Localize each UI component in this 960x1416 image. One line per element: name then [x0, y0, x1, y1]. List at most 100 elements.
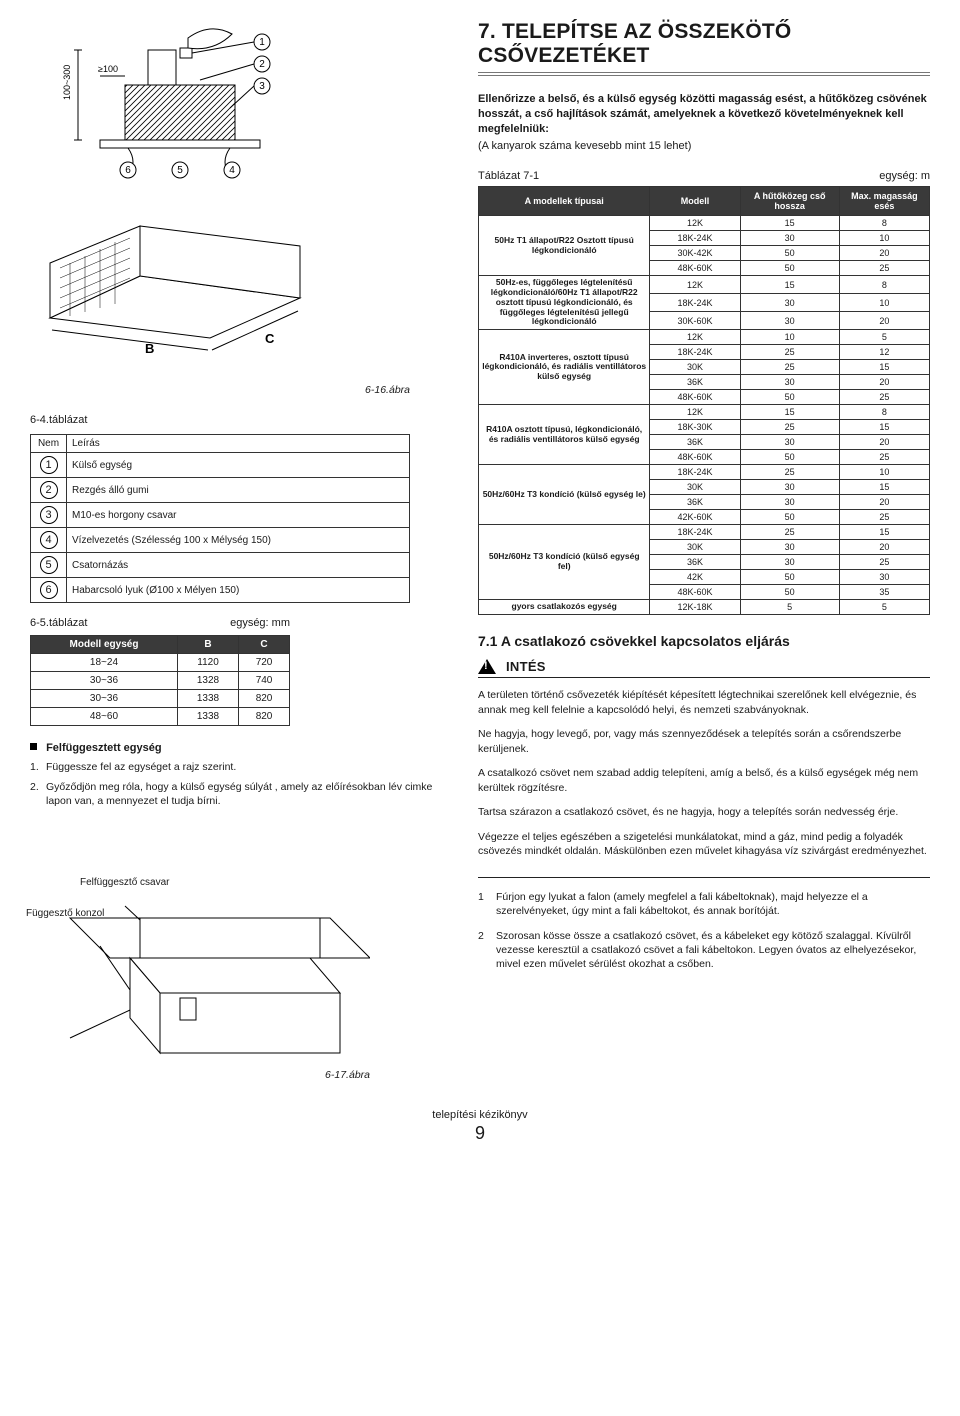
row-desc: Csatornázás	[67, 553, 410, 578]
step-1: 1Fúrjon egy lyukat a falon (amely megfel…	[478, 890, 930, 919]
tbl71-cell: 12K	[650, 276, 740, 294]
cell: 820	[239, 690, 290, 708]
tbl71-cell: 15	[839, 360, 929, 375]
tbl71-cell: 18K-24K	[650, 231, 740, 246]
tbl71-cell: 30	[740, 555, 839, 570]
tbl71-cell: 25	[839, 390, 929, 405]
row-num: 4	[40, 531, 58, 549]
tbl71-cell: 5	[740, 600, 839, 615]
tbl64-caption: 6-4.táblázat	[30, 414, 87, 426]
tbl71-cell: 50	[740, 585, 839, 600]
tbl71-cell: 20	[839, 312, 929, 330]
tbl71-cell: 30	[740, 435, 839, 450]
intes-p3: A csatalkozó csövet nem szabad addig tel…	[478, 766, 930, 795]
svg-text:4: 4	[229, 165, 235, 176]
svg-text:3: 3	[259, 81, 265, 92]
tbl71-cell: 12K	[650, 330, 740, 345]
tbl71-cell: 48K-60K	[650, 450, 740, 465]
tbl71-cell: 30	[740, 312, 839, 330]
section-7-1-title: 7.1 A csatlakozó csövekkel kapcsolatos e…	[478, 633, 930, 649]
tbl71-cell: 30	[740, 375, 839, 390]
tbl71-cell: 20	[839, 375, 929, 390]
tbl71-cell: 12	[839, 345, 929, 360]
tbl71-cell: 30	[740, 495, 839, 510]
cell: 1338	[177, 708, 238, 726]
suspended-title: Felfüggesztett egység	[30, 742, 450, 754]
tbl71-cell: 36K	[650, 375, 740, 390]
rule	[478, 877, 930, 878]
tbl71-cell: 48K-60K	[650, 390, 740, 405]
fig-6-16-top: 100~300 ≥100 1 2 3 4 5 6	[30, 20, 290, 190]
tbl71-cell: 12K	[650, 216, 740, 231]
page-footer: telepítési kézikönyv 9	[30, 1109, 930, 1144]
tbl71-caption: Táblázat 7-1	[478, 170, 539, 182]
tbl71-cell: 18K-24K	[650, 465, 740, 480]
tbl71-cell: 10	[740, 330, 839, 345]
row-desc: Külső egység	[67, 453, 410, 478]
tbl71-cell: 30	[740, 231, 839, 246]
warning-icon	[478, 659, 496, 674]
fig-6-17-caption: 6-17.ábra	[30, 1069, 370, 1081]
cell: 1328	[177, 672, 238, 690]
tbl64-hdr-no: Nem	[31, 435, 67, 453]
tbl71-h3: A hűtőközeg cső hossza	[740, 186, 839, 216]
cell: 30~36	[31, 672, 178, 690]
cell: 720	[239, 654, 290, 672]
tbl71-cell: 8	[839, 276, 929, 294]
cell: 1120	[177, 654, 238, 672]
tbl71-type-cell: 50Hz-es, függőleges légtelenítésű légkon…	[479, 276, 650, 330]
tbl71-type-cell: gyors csatlakozós egység	[479, 600, 650, 615]
tbl71-cell: 15	[740, 276, 839, 294]
dim-horiz: ≥100	[98, 64, 118, 74]
tbl71-cell: 25	[740, 465, 839, 480]
tbl71-cell: 15	[839, 420, 929, 435]
tbl71-type-cell: 50Hz/60Hz T3 kondíció (külső egység fel)	[479, 525, 650, 600]
susp-step-2: 2.Győződjön meg róla, hogy a külső egysé…	[30, 780, 450, 808]
dim-C: C	[265, 331, 275, 346]
svg-text:5: 5	[177, 165, 183, 176]
cell: 1338	[177, 690, 238, 708]
tbl71-cell: 18K-30K	[650, 420, 740, 435]
tbl71-cell: 12K	[650, 405, 740, 420]
tbl71-cell: 50	[740, 510, 839, 525]
tbl71-cell: 12K-18K	[650, 600, 740, 615]
tbl71-cell: 20	[839, 246, 929, 261]
tbl71-cell: 30K-60K	[650, 312, 740, 330]
tbl71-type-cell: 50Hz/60Hz T3 kondíció (külső egység le)	[479, 465, 650, 525]
dim-vert: 100~300	[62, 65, 72, 100]
title-rule	[478, 72, 930, 78]
fig-6-16-caption: 6-16.ábra	[30, 384, 410, 396]
tbl71-h4: Max. magasság esés	[839, 186, 929, 216]
row-desc: Rezgés álló gumi	[67, 478, 410, 503]
intes-label: INTÉS	[506, 659, 546, 674]
row-num: 1	[40, 456, 58, 474]
svg-text:6: 6	[125, 165, 131, 176]
fig617-label-1: Felfüggesztő csavar	[80, 877, 450, 888]
tbl71-cell: 36K	[650, 495, 740, 510]
tbl71-cell: 30	[740, 480, 839, 495]
intes-p4: Tartsa szárazon a csatlakozó csövet, és …	[478, 805, 930, 819]
intes-p5: Végezze el teljes egészében a szigetelés…	[478, 830, 930, 859]
row-num: 5	[40, 556, 58, 574]
row-desc: Habarcsoló lyuk (Ø100 x Mélyen 150)	[67, 578, 410, 603]
tbl71-cell: 18K-24K	[650, 525, 740, 540]
tbl71-cell: 20	[839, 495, 929, 510]
tbl71-cell: 15	[740, 405, 839, 420]
tbl71-cell: 50	[740, 246, 839, 261]
tbl71-cell: 18K-24K	[650, 294, 740, 312]
tbl65-h2: B	[177, 636, 238, 654]
tbl71-cell: 15	[740, 216, 839, 231]
cell: 48~60	[31, 708, 178, 726]
row-num: 6	[40, 581, 58, 599]
tbl71-cell: 50	[740, 261, 839, 276]
tbl71-cell: 50	[740, 450, 839, 465]
tbl71-cell: 25	[740, 525, 839, 540]
tbl71-cell: 20	[839, 435, 929, 450]
row-num: 2	[40, 481, 58, 499]
intro-paragraph: Ellenőrizze a belső, és a külső egység k…	[478, 92, 930, 137]
fig-6-17	[30, 898, 370, 1068]
svg-text:1: 1	[259, 37, 265, 48]
tbl71-cell: 25	[839, 555, 929, 570]
intro-sub: (A kanyarok száma kevesebb mint 15 lehet…	[478, 139, 930, 154]
tbl65-unit: egység: mm	[230, 617, 290, 629]
